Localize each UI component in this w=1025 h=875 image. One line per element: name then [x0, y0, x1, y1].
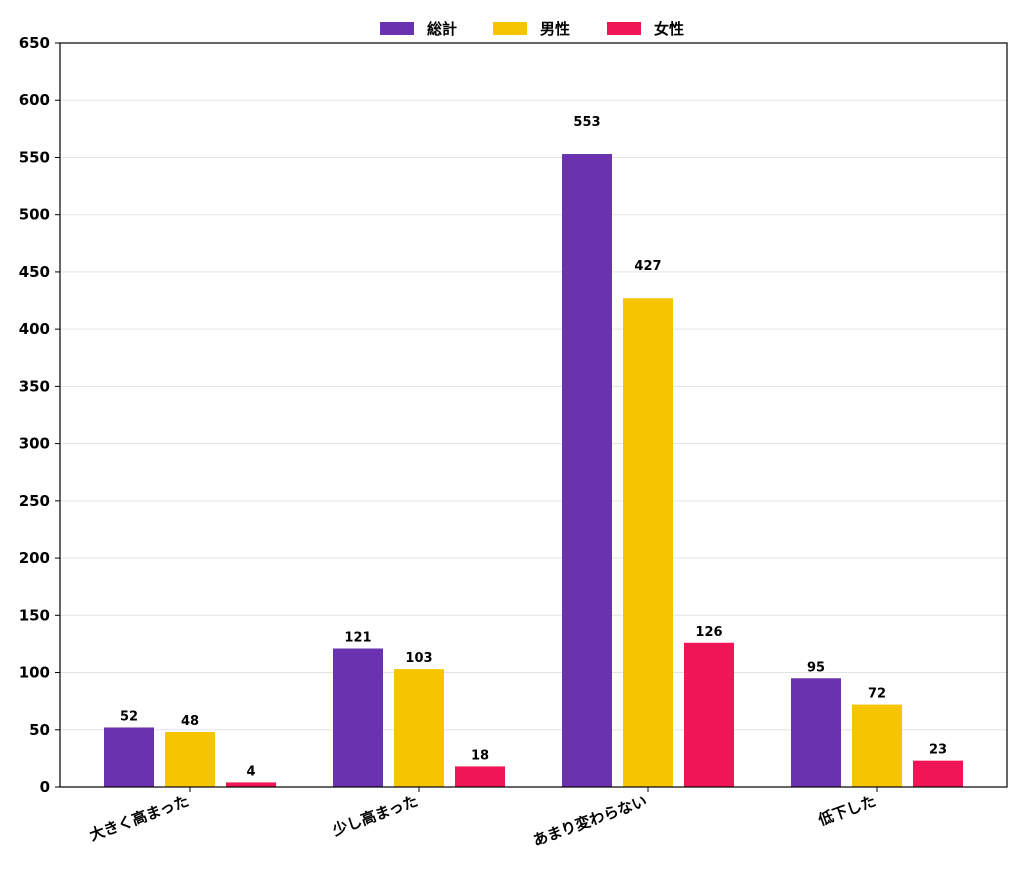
legend-label: 男性: [540, 20, 570, 38]
data-label: 427: [634, 259, 661, 274]
y-tick-label: 600: [19, 91, 50, 109]
y-tick-label: 250: [19, 492, 50, 510]
legend-swatch: [380, 22, 414, 35]
bars: [104, 154, 963, 787]
bar-1-1: [104, 727, 154, 787]
y-tick-label: 650: [19, 34, 50, 52]
bar-3-2: [455, 766, 505, 787]
data-label: 72: [868, 687, 886, 702]
x-tick-label: 少し高まった: [329, 792, 420, 840]
data-label: 103: [405, 651, 432, 666]
data-label: 553: [573, 115, 600, 130]
bar-1-2: [333, 648, 383, 787]
x-tick-label: あまり変わらない: [530, 792, 649, 850]
data-label: 4: [246, 764, 255, 779]
y-tick-label: 0: [40, 778, 50, 796]
bar-1-3: [562, 154, 612, 787]
y-tick-label: 200: [19, 549, 50, 567]
y-tick-label: 100: [19, 664, 50, 682]
y-tick-label: 450: [19, 263, 50, 281]
y-tick-label: 350: [19, 377, 50, 395]
grid-lines: [60, 42, 1007, 788]
bar-3-3: [684, 642, 734, 787]
data-label: 126: [695, 625, 722, 640]
bar-1-4: [791, 678, 841, 787]
legend-swatch: [493, 22, 527, 35]
bar-2-2: [394, 669, 444, 787]
data-label: 18: [471, 748, 489, 763]
y-tick-label: 550: [19, 148, 50, 166]
y-tick-label: 150: [19, 606, 50, 624]
y-axis: 0 50 100 150 200 250 300 350 400 450 500 550 600 650: [19, 34, 60, 796]
legend-swatch: [607, 22, 641, 35]
data-labels: 52 48 4 121 103 18 553 427 126 95 72 23: [120, 115, 947, 779]
data-label: 95: [807, 660, 825, 675]
data-label: 52: [120, 709, 138, 724]
x-axis: 大きく高まった 少し高まった あまり変わらない 低下した: [87, 787, 878, 850]
y-tick-label: 300: [19, 435, 50, 453]
plot-frame: [59, 42, 1008, 788]
bar-2-1: [165, 732, 215, 787]
data-label: 23: [929, 743, 947, 758]
data-label: 48: [181, 714, 199, 729]
data-label: 121: [344, 631, 371, 646]
y-tick-label: 400: [19, 320, 50, 338]
bar-3-4: [913, 760, 963, 787]
legend: 総計 男性 女性: [380, 20, 684, 38]
legend-label: 総計: [427, 20, 457, 38]
x-tick-label: 低下した: [815, 792, 878, 830]
bar-2-4: [852, 704, 902, 787]
legend-label: 女性: [654, 20, 684, 38]
x-tick-label: 大きく高まった: [87, 792, 191, 845]
y-tick-label: 50: [29, 721, 50, 739]
bar-3-1: [226, 782, 276, 787]
bar-2-3: [623, 298, 673, 787]
y-tick-label: 500: [19, 206, 50, 224]
